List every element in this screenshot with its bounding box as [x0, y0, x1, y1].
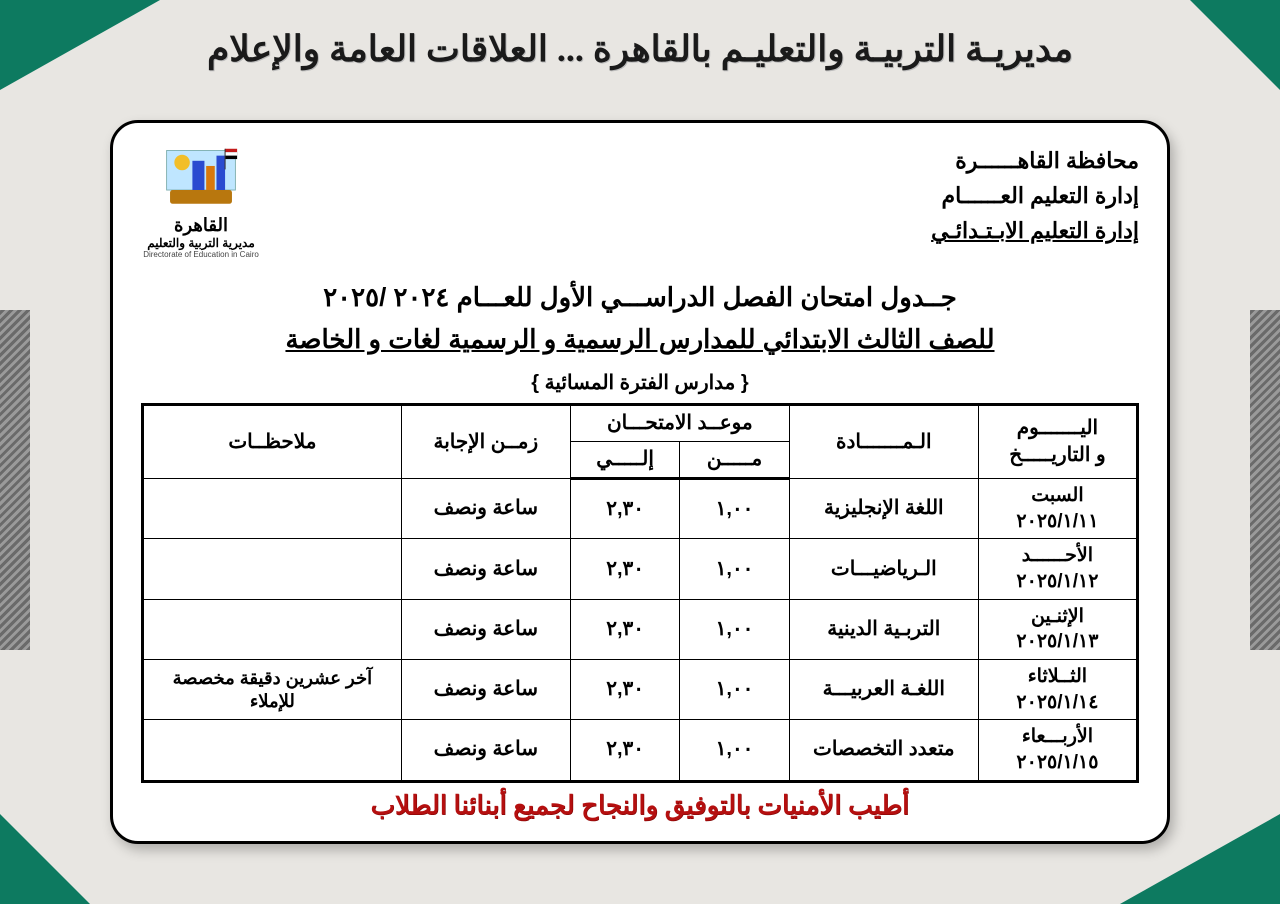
- corner-triangle-top-left: [0, 0, 160, 90]
- cell-day-date: الأحــــــد٢٠٢٥/١/١٢: [978, 539, 1137, 599]
- corner-triangle-top-right: [1190, 0, 1280, 90]
- cell-time-from: ١,٠٠: [680, 479, 789, 539]
- cell-duration: ساعة ونصف: [401, 660, 570, 720]
- cell-duration: ساعة ونصف: [401, 599, 570, 659]
- table-row: الأربـــعاء٢٠٢٥/١/١٥متعدد التخصصات١,٠٠٢,…: [143, 720, 1138, 781]
- logo-icon: [158, 143, 244, 213]
- col-from: مـــــن: [680, 442, 789, 479]
- side-stripe-left: [0, 310, 30, 650]
- col-subject: الـمـــــــادة: [789, 405, 978, 479]
- org-line-primary-edu: إدارة التعليم الابـتـدائـي: [931, 213, 1139, 248]
- cell-subject: الـرياضيـــات: [789, 539, 978, 599]
- cell-notes: [143, 720, 402, 781]
- cell-time-from: ١,٠٠: [680, 599, 789, 659]
- cell-day-date: الإثنـين٢٠٢٥/١/١٣: [978, 599, 1137, 659]
- col-notes: ملاحظــات: [143, 405, 402, 479]
- col-day-date-label: اليـــــــومو التاريـــــخ: [987, 415, 1128, 469]
- cell-time-to: ٢,٣٠: [570, 599, 679, 659]
- cell-time-from: ١,٠٠: [680, 660, 789, 720]
- logo-subtitle-en: Directorate of Education in Cairo: [143, 250, 259, 259]
- org-lines: محافظة القاهــــــرة إدارة التعليم العــ…: [931, 143, 1139, 249]
- corner-triangle-bottom-left: [0, 814, 90, 904]
- cell-day-date: السبت٢٠٢٥/١/١١: [978, 479, 1137, 539]
- cell-time-to: ٢,٣٠: [570, 660, 679, 720]
- cell-notes: [143, 599, 402, 659]
- schedule-title-line1: جــدول امتحان الفصل الدراســـي الأول للع…: [141, 277, 1139, 319]
- col-day-date: اليـــــــومو التاريـــــخ: [978, 405, 1137, 479]
- best-wishes-line: أطيب الأمنيات بالتوفيق والنجاح لجميع أبن…: [141, 791, 1139, 821]
- side-stripe-right: [1250, 310, 1280, 650]
- col-exam-time-group: موعــد الامتحـــان: [570, 405, 789, 442]
- cell-duration: ساعة ونصف: [401, 479, 570, 539]
- org-line-governorate: محافظة القاهــــــرة: [931, 143, 1139, 178]
- logo-subtitle-ar: مديرية التربية والتعليم: [147, 236, 255, 250]
- col-duration: زمــن الإجابة: [401, 405, 570, 479]
- table-row: الإثنـين٢٠٢٥/١/١٣التربـية الدينية١,٠٠٢,٣…: [143, 599, 1138, 659]
- cell-time-to: ٢,٣٠: [570, 479, 679, 539]
- cell-day-date: الأربـــعاء٢٠٢٥/١/١٥: [978, 720, 1137, 781]
- cell-notes: آخر عشرين دقيقة مخصصة للإملاء: [143, 660, 402, 720]
- page-title: مديريـة التربيـة والتعليـم بالقاهرة ... …: [0, 0, 1280, 80]
- cell-notes: [143, 539, 402, 599]
- org-line-general-edu: إدارة التعليم العــــــام: [931, 178, 1139, 213]
- cell-notes: [143, 479, 402, 539]
- table-row: الأحــــــد٢٠٢٥/١/١٢الـرياضيـــات١,٠٠٢,٣…: [143, 539, 1138, 599]
- table-row: السبت٢٠٢٥/١/١١اللغة الإنجليزية١,٠٠٢,٣٠سا…: [143, 479, 1138, 539]
- schedule-title-line2: للصف الثالث الابتدائي للمدارس الرسمية و …: [285, 319, 994, 361]
- cell-time-to: ٢,٣٠: [570, 539, 679, 599]
- cell-time-from: ١,٠٠: [680, 720, 789, 781]
- cell-time-to: ٢,٣٠: [570, 720, 679, 781]
- cell-duration: ساعة ونصف: [401, 720, 570, 781]
- table-row: الثــلاثاء٢٠٢٥/١/١٤اللغـة العربيـــة١,٠٠…: [143, 660, 1138, 720]
- card-header: محافظة القاهــــــرة إدارة التعليم العــ…: [141, 143, 1139, 259]
- exam-schedule-table: اليـــــــومو التاريـــــخ الـمـــــــاد…: [141, 403, 1139, 782]
- cell-time-from: ١,٠٠: [680, 539, 789, 599]
- cell-subject: اللغـة العربيـــة: [789, 660, 978, 720]
- period-note: { مدارس الفترة المسائية }: [141, 370, 1139, 395]
- col-to: إلـــــي: [570, 442, 679, 479]
- cell-duration: ساعة ونصف: [401, 539, 570, 599]
- cell-subject: اللغة الإنجليزية: [789, 479, 978, 539]
- directorate-logo: القاهرة مديرية التربية والتعليم Director…: [141, 143, 261, 259]
- document-card: محافظة القاهــــــرة إدارة التعليم العــ…: [110, 120, 1170, 844]
- logo-banner-text: القاهرة: [174, 215, 228, 236]
- cell-subject: متعدد التخصصات: [789, 720, 978, 781]
- schedule-title: جــدول امتحان الفصل الدراســـي الأول للع…: [141, 277, 1139, 360]
- cell-subject: التربـية الدينية: [789, 599, 978, 659]
- cell-day-date: الثــلاثاء٢٠٢٥/١/١٤: [978, 660, 1137, 720]
